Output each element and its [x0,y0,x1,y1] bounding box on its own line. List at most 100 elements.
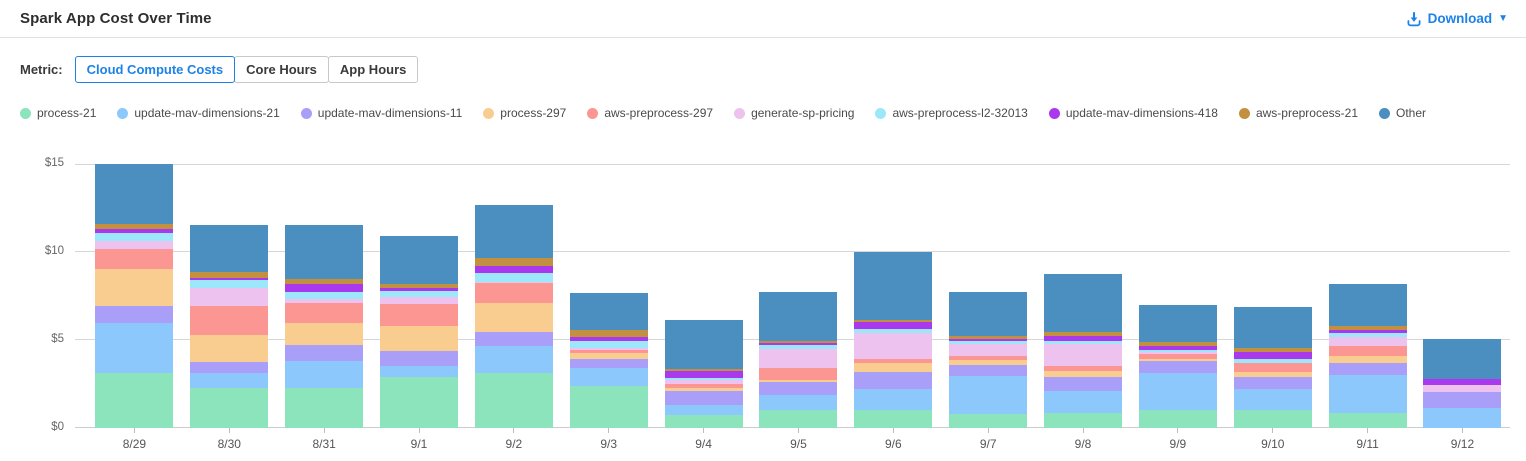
bar-segment-update-mav-dimensions-21[interactable] [1328,375,1407,414]
bar-segment-generate-sp-pricing[interactable] [474,281,553,283]
bar-segment-update-mav-dimensions-21[interactable] [380,365,458,377]
bar-segment-process-21[interactable] [1044,413,1123,428]
bar-segment-process-21[interactable] [569,385,648,428]
bar-segment-generate-sp-pricing[interactable] [854,333,933,359]
bar-segment-process-21[interactable] [474,372,553,428]
bar-segment-process-21[interactable] [1233,409,1312,428]
bar-segment-aws-preprocess-l2-32013[interactable] [285,291,364,299]
bar-segment-update-mav-dimensions-418[interactable] [1138,345,1217,351]
legend-item-aws-preprocess-297[interactable]: aws-preprocess-297 [587,106,713,120]
bar-segment-Other[interactable] [1044,274,1123,333]
metric-button-app-hours[interactable]: App Hours [327,56,419,83]
bar-segment-Other[interactable] [285,224,364,280]
bar-segment-aws-preprocess-297[interactable] [380,303,458,326]
bar-segment-process-297[interactable] [1233,372,1312,377]
bar-segment-update-mav-dimensions-11[interactable] [380,350,458,366]
bar-segment-update-mav-dimensions-418[interactable] [380,287,458,291]
bar-segment-aws-preprocess-l2-32013[interactable] [474,273,553,282]
bar-segment-Other[interactable] [474,204,553,259]
bar-segment-generate-sp-pricing[interactable] [285,298,364,304]
legend-item-update-mav-dimensions-418[interactable]: update-mav-dimensions-418 [1048,106,1218,120]
bar-segment-process-297[interactable] [569,353,648,359]
bar-segment-update-mav-dimensions-11[interactable] [949,364,1028,377]
bar-segment-Other[interactable] [1328,284,1407,327]
bar-segment-process-21[interactable] [854,409,933,428]
bar-segment-update-mav-dimensions-21[interactable] [569,368,648,386]
bar-segment-process-297[interactable] [854,362,933,372]
bar-segment-aws-preprocess-297[interactable] [949,355,1028,361]
bar-segment-aws-preprocess-l2-32013[interactable] [569,340,648,348]
bar-segment-update-mav-dimensions-11[interactable] [759,382,838,395]
bar-segment-generate-sp-pricing[interactable] [1044,343,1123,366]
bar-segment-generate-sp-pricing[interactable] [1233,362,1312,364]
bar-segment-aws-preprocess-l2-32013[interactable] [380,290,458,297]
bar-segment-update-mav-dimensions-418[interactable] [1233,351,1312,359]
bar-segment-aws-preprocess-297[interactable] [474,282,553,304]
bar-segment-update-mav-dimensions-418[interactable] [95,229,174,233]
bar-segment-update-mav-dimensions-21[interactable] [1233,389,1312,410]
bar-segment-update-mav-dimensions-11[interactable] [1044,376,1123,392]
legend-item-process-21[interactable]: process-21 [20,106,96,120]
bar-segment-aws-preprocess-21[interactable] [949,335,1028,340]
bar-segment-update-mav-dimensions-21[interactable] [190,372,269,389]
bar-segment-process-21[interactable] [1328,413,1407,428]
bar-segment-Other[interactable] [664,319,743,370]
legend-item-aws-preprocess-21[interactable]: aws-preprocess-21 [1238,106,1358,120]
bar-segment-generate-sp-pricing[interactable] [949,343,1028,356]
bar-segment-aws-preprocess-21[interactable] [1328,326,1407,330]
bar-segment-aws-preprocess-l2-32013[interactable] [1328,333,1407,338]
bar-segment-aws-preprocess-297[interactable] [569,349,648,354]
bar-segment-aws-preprocess-l2-32013[interactable] [95,232,174,241]
bar-segment-Other[interactable] [569,292,648,330]
bar-segment-generate-sp-pricing[interactable] [759,348,838,369]
bar-segment-update-mav-dimensions-21[interactable] [1138,372,1217,410]
bar-segment-update-mav-dimensions-418[interactable] [1044,335,1123,342]
bar-segment-aws-preprocess-297[interactable] [1328,346,1407,356]
bar-segment-aws-preprocess-l2-32013[interactable] [1138,350,1217,353]
legend-item-generate-sp-pricing[interactable]: generate-sp-pricing [734,106,854,120]
legend-item-update-mav-dimensions-11[interactable]: update-mav-dimensions-11 [300,106,462,120]
bar-segment-update-mav-dimensions-11[interactable] [1138,361,1217,373]
bar-segment-process-297[interactable] [1328,355,1407,363]
bar-segment-generate-sp-pricing[interactable] [1328,337,1407,347]
legend-item-Other[interactable]: Other [1379,106,1426,120]
legend-item-process-297[interactable]: process-297 [483,106,566,120]
bar-segment-process-21[interactable] [285,387,364,428]
bar-segment-aws-preprocess-21[interactable] [664,369,743,371]
bar-segment-generate-sp-pricing[interactable] [95,240,174,250]
bar-segment-aws-preprocess-21[interactable] [1044,332,1123,336]
bar-segment-aws-preprocess-l2-32013[interactable] [190,280,269,289]
bar-segment-generate-sp-pricing[interactable] [569,347,648,350]
bar-segment-aws-preprocess-l2-32013[interactable] [1233,358,1312,363]
bar-segment-process-297[interactable] [95,268,174,306]
bar-segment-process-21[interactable] [190,388,269,428]
bar-segment-process-297[interactable] [949,360,1028,365]
bar-segment-Other[interactable] [949,291,1028,336]
bar-segment-aws-preprocess-21[interactable] [1233,348,1312,352]
bar-segment-Other[interactable] [854,252,933,321]
bar-segment-update-mav-dimensions-418[interactable] [569,337,648,341]
bar-segment-process-297[interactable] [380,325,458,351]
bar-segment-update-mav-dimensions-418[interactable] [759,342,838,346]
bar-segment-aws-preprocess-297[interactable] [854,358,933,363]
bar-segment-Other[interactable] [95,164,174,224]
bar-segment-update-mav-dimensions-418[interactable] [664,370,743,378]
bar-segment-aws-preprocess-21[interactable] [190,272,269,278]
bar-segment-update-mav-dimensions-21[interactable] [1044,391,1123,414]
bar-segment-aws-preprocess-l2-32013[interactable] [664,377,743,381]
bar-segment-update-mav-dimensions-21[interactable] [854,389,933,410]
bar-segment-generate-sp-pricing[interactable] [190,288,269,306]
bar-segment-generate-sp-pricing[interactable] [1423,384,1502,392]
bar-segment-update-mav-dimensions-21[interactable] [285,361,364,388]
bar-segment-update-mav-dimensions-11[interactable] [1328,362,1407,376]
bar-segment-aws-preprocess-297[interactable] [95,249,174,269]
bar-segment-update-mav-dimensions-418[interactable] [1423,378,1502,385]
bar-segment-aws-preprocess-21[interactable] [1138,342,1217,346]
bar-segment-update-mav-dimensions-418[interactable] [285,283,364,292]
bar-segment-update-mav-dimensions-11[interactable] [95,305,174,324]
metric-button-cloud-compute-costs[interactable]: Cloud Compute Costs [74,56,236,83]
bar-segment-aws-preprocess-297[interactable] [285,303,364,324]
bar-segment-update-mav-dimensions-11[interactable] [285,345,364,362]
bar-segment-update-mav-dimensions-418[interactable] [474,266,553,274]
bar-segment-process-297[interactable] [664,388,743,392]
